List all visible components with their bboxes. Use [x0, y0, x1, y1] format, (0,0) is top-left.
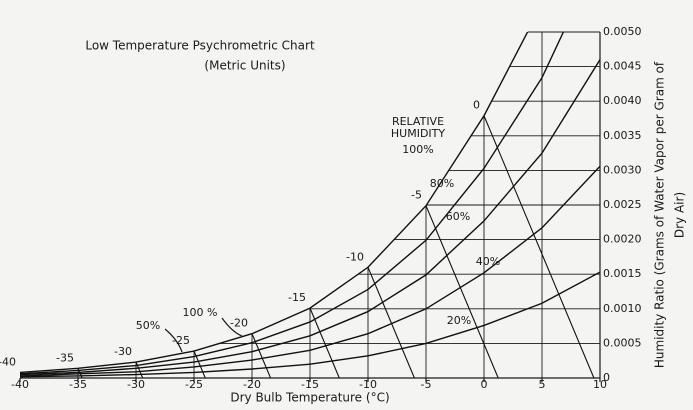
x-tick-label: 5 [539, 378, 546, 391]
rh-curve [20, 32, 529, 374]
annotation: 100 % [183, 306, 218, 319]
wet-bulb-label: -30 [114, 345, 132, 358]
x-tick-label: -10 [359, 378, 377, 391]
wet-bulb-line [367, 267, 415, 378]
rh-curve [20, 165, 600, 377]
wet-bulb-label: -25 [172, 334, 190, 347]
series-label: 40% [476, 255, 500, 268]
y-tick-label: 0.0020 [603, 233, 642, 246]
y-tick-label: 0.0010 [603, 302, 642, 315]
series-label: 20% [447, 314, 471, 327]
legend-title: HUMIDITY [391, 127, 445, 140]
x-tick-label: 0 [481, 378, 488, 391]
y-axis-label: Humidity Ratio (Grams of Water Vapor per… [653, 61, 667, 368]
annotation-arrow [221, 317, 243, 337]
rh-curve [20, 32, 565, 375]
wet-bulb-line [483, 115, 595, 378]
wet-bulb-line [425, 205, 499, 378]
series-label: 80% [430, 177, 454, 190]
y-axis-label: Dry Air) [673, 192, 687, 238]
x-tick-label: -30 [127, 378, 145, 391]
x-tick-label: -5 [421, 378, 432, 391]
rh-curve [20, 59, 600, 376]
y-tick-label: 0.0035 [603, 129, 642, 142]
grid [20, 31, 600, 378]
wet-bulb-label: -35 [56, 351, 74, 364]
x-axis-label: Dry Bulb Temperature (°C) [230, 391, 389, 405]
wet-bulb-label: -40 [0, 355, 16, 368]
wet-bulb-label: -10 [346, 250, 364, 263]
x-tick-label: -15 [301, 378, 319, 391]
x-tick-label: 10 [593, 378, 607, 391]
y-tick-label: 0.0045 [603, 60, 642, 73]
wet-bulb-label: -20 [230, 317, 248, 330]
rh-curve [20, 271, 600, 378]
x-tick-label: -20 [243, 378, 261, 391]
y-tick-label: 0.0025 [603, 198, 642, 211]
wet-bulb-line [251, 333, 272, 378]
y-tick-label: 0.0050 [603, 25, 642, 38]
y-tick-label: 0.0015 [603, 267, 642, 280]
x-tick-label: -25 [185, 378, 203, 391]
annotation-arrow [164, 328, 183, 353]
wet-bulb-label: 0 [473, 99, 480, 112]
y-tick-label: 0 [603, 371, 610, 384]
x-tick-label: -35 [69, 378, 87, 391]
chart-title: Low Temperature Psychrometric Chart [85, 39, 315, 53]
plot-area [20, 32, 600, 378]
x-tick-label: -40 [11, 378, 29, 391]
legend-title: RELATIVE [392, 115, 444, 128]
y-tick-label: 0.0040 [603, 94, 642, 107]
y-tick-label: 0.0030 [603, 163, 642, 176]
series-label: 60% [446, 210, 470, 223]
annotation: 50% [136, 319, 160, 332]
series-label: 100% [402, 143, 433, 156]
chart-subtitle: (Metric Units) [204, 59, 285, 73]
y-tick-label: 0.0005 [603, 336, 642, 349]
wet-bulb-label: -15 [288, 291, 306, 304]
wet-bulb-label: -5 [411, 189, 422, 202]
